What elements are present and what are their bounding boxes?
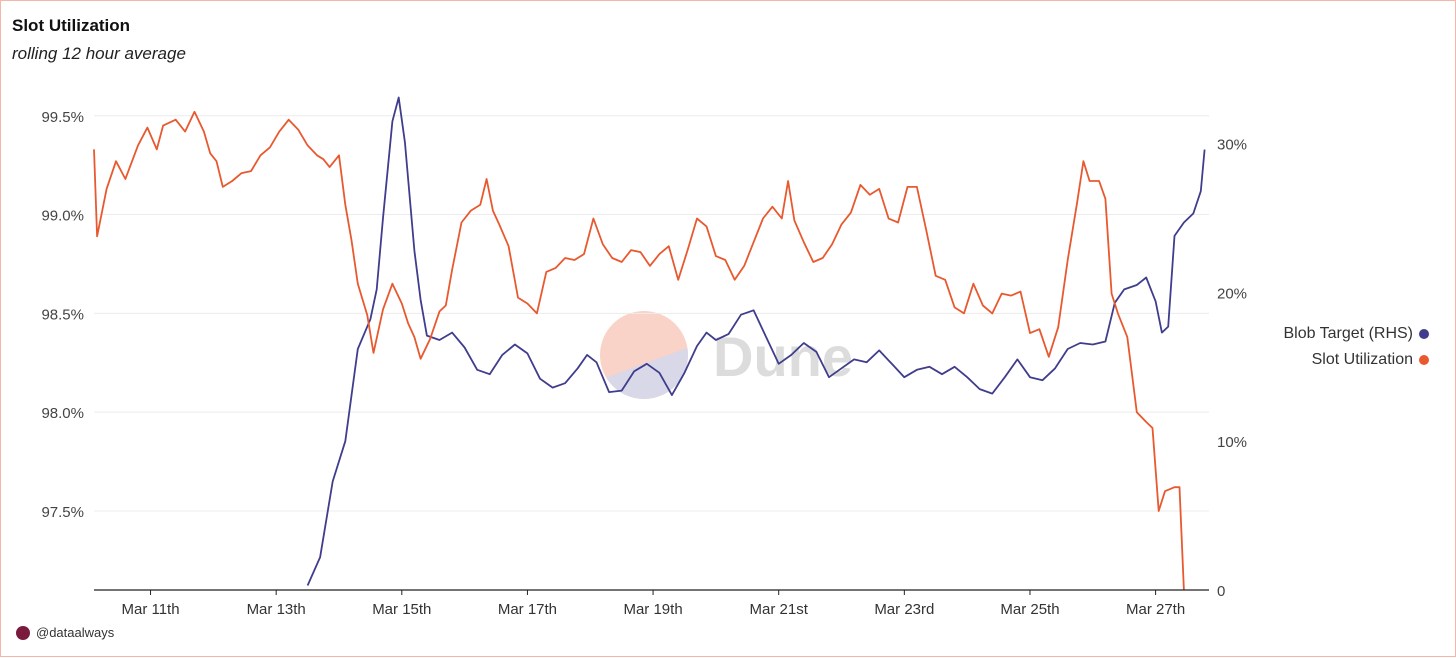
y-right-tick-label: 30%: [1217, 137, 1247, 154]
dune-watermark: Dune: [600, 311, 853, 399]
x-tick-label: Mar 27th: [1126, 601, 1185, 618]
watermark-text: Dune: [713, 325, 853, 388]
x-tick-label: Mar 13th: [247, 601, 306, 618]
y-right-tick-label: 20%: [1217, 285, 1247, 302]
x-tick-label: Mar 23rd: [874, 601, 934, 618]
y-right-tick-label: 10%: [1217, 434, 1247, 451]
x-tick-label: Mar 25th: [1000, 601, 1059, 618]
legend-item-blob-target[interactable]: Blob Target (RHS): [1283, 321, 1429, 347]
chart-subtitle: rolling 12 hour average: [12, 44, 186, 63]
y-left-tick-label: 97.5%: [41, 504, 84, 521]
series-line-slot-utilization: [93, 110, 1185, 591]
x-tick-label: Mar 21st: [750, 601, 809, 618]
series-lines: [93, 96, 1206, 591]
y-left-tick-label: 99.0%: [41, 208, 84, 225]
y-left-tick-label: 98.0%: [41, 405, 84, 422]
y-left-tick-label: 99.5%: [41, 109, 84, 126]
legend-dot-slot-utilization: [1419, 355, 1429, 365]
grid-lines: [94, 115, 1209, 512]
legend-dot-blob-target: [1419, 329, 1429, 339]
y-right-tick-label: 0: [1217, 583, 1225, 600]
axes: 99.5% 99.0% 98.5% 98.0% 97.5% 30% 20% 10% 0 Mar 1…: [41, 109, 1247, 618]
x-tick-label: Mar 15th: [372, 601, 431, 618]
legend-label-blob-target: Blob Target (RHS): [1283, 325, 1413, 342]
x-tick-label: Mar 19th: [623, 601, 682, 618]
avatar: [16, 625, 30, 640]
x-tick-label: Mar 11th: [121, 601, 179, 618]
author-credit[interactable]: @dataalways: [16, 625, 114, 640]
y-left-tick-label: 98.5%: [41, 306, 84, 323]
x-tick-label: Mar 17th: [498, 601, 557, 618]
legend-item-slot-utilization[interactable]: Slot Utilization: [1283, 347, 1429, 373]
legend: Blob Target (RHS) Slot Utilization: [1283, 321, 1429, 373]
author-handle: @dataalways: [36, 625, 115, 640]
chart-title: Slot Utilization: [12, 16, 131, 35]
legend-label-slot-utilization: Slot Utilization: [1311, 351, 1413, 368]
